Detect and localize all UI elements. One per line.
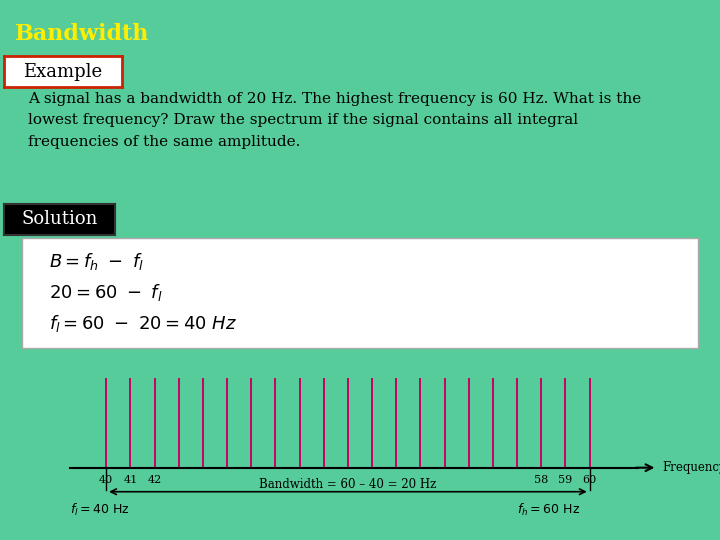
Text: 58: 58	[534, 475, 549, 485]
Text: 40: 40	[99, 475, 113, 485]
Text: $f_l = 40\ \mathrm{Hz}$: $f_l = 40\ \mathrm{Hz}$	[70, 502, 130, 517]
Text: 41: 41	[123, 475, 138, 485]
Text: $f_h = 60\ \mathrm{Hz}$: $f_h = 60\ \mathrm{Hz}$	[517, 502, 580, 517]
Text: Example: Example	[24, 63, 102, 81]
Text: 60: 60	[582, 475, 597, 485]
Text: Bandwidth = 60 – 40 = 20 Hz: Bandwidth = 60 – 40 = 20 Hz	[259, 478, 436, 491]
Text: $20 = 60\ -\ f_l$: $20 = 60\ -\ f_l$	[49, 282, 162, 303]
Text: 42: 42	[148, 475, 162, 485]
Text: 59: 59	[558, 475, 572, 485]
Text: $f_l = 60\ -\ 20 = 40\ Hz$: $f_l = 60\ -\ 20 = 40\ Hz$	[49, 313, 237, 334]
Text: Solution: Solution	[21, 210, 98, 228]
Text: Bandwidth: Bandwidth	[14, 23, 149, 45]
Text: $B = f_h\ -\ f_l$: $B = f_h\ -\ f_l$	[49, 252, 143, 273]
Text: A signal has a bandwidth of 20 Hz. The highest frequency is 60 Hz. What is the
l: A signal has a bandwidth of 20 Hz. The h…	[28, 92, 642, 149]
Text: Frequency: Frequency	[662, 461, 720, 474]
